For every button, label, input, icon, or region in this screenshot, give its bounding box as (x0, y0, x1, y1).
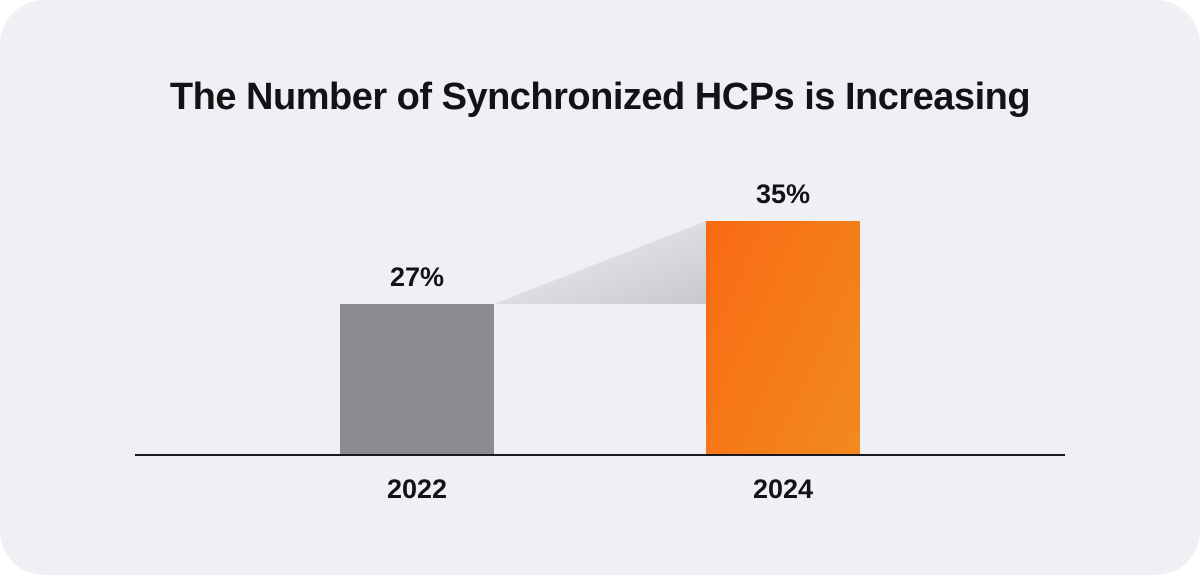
bar-2024 (706, 221, 860, 454)
value-label-2022: 27% (389, 262, 445, 292)
x-axis-label-2022: 2022 (386, 474, 448, 504)
value-label-2024: 35% (755, 179, 811, 209)
trend-connector-wedge (494, 221, 706, 304)
x-axis-line (135, 454, 1065, 456)
bar-2022 (340, 304, 494, 454)
trend-connector-shape (494, 221, 706, 304)
x-axis-label-2024: 2024 (752, 474, 814, 504)
chart-title: The Number of Synchronized HCPs is Incre… (169, 76, 1031, 118)
